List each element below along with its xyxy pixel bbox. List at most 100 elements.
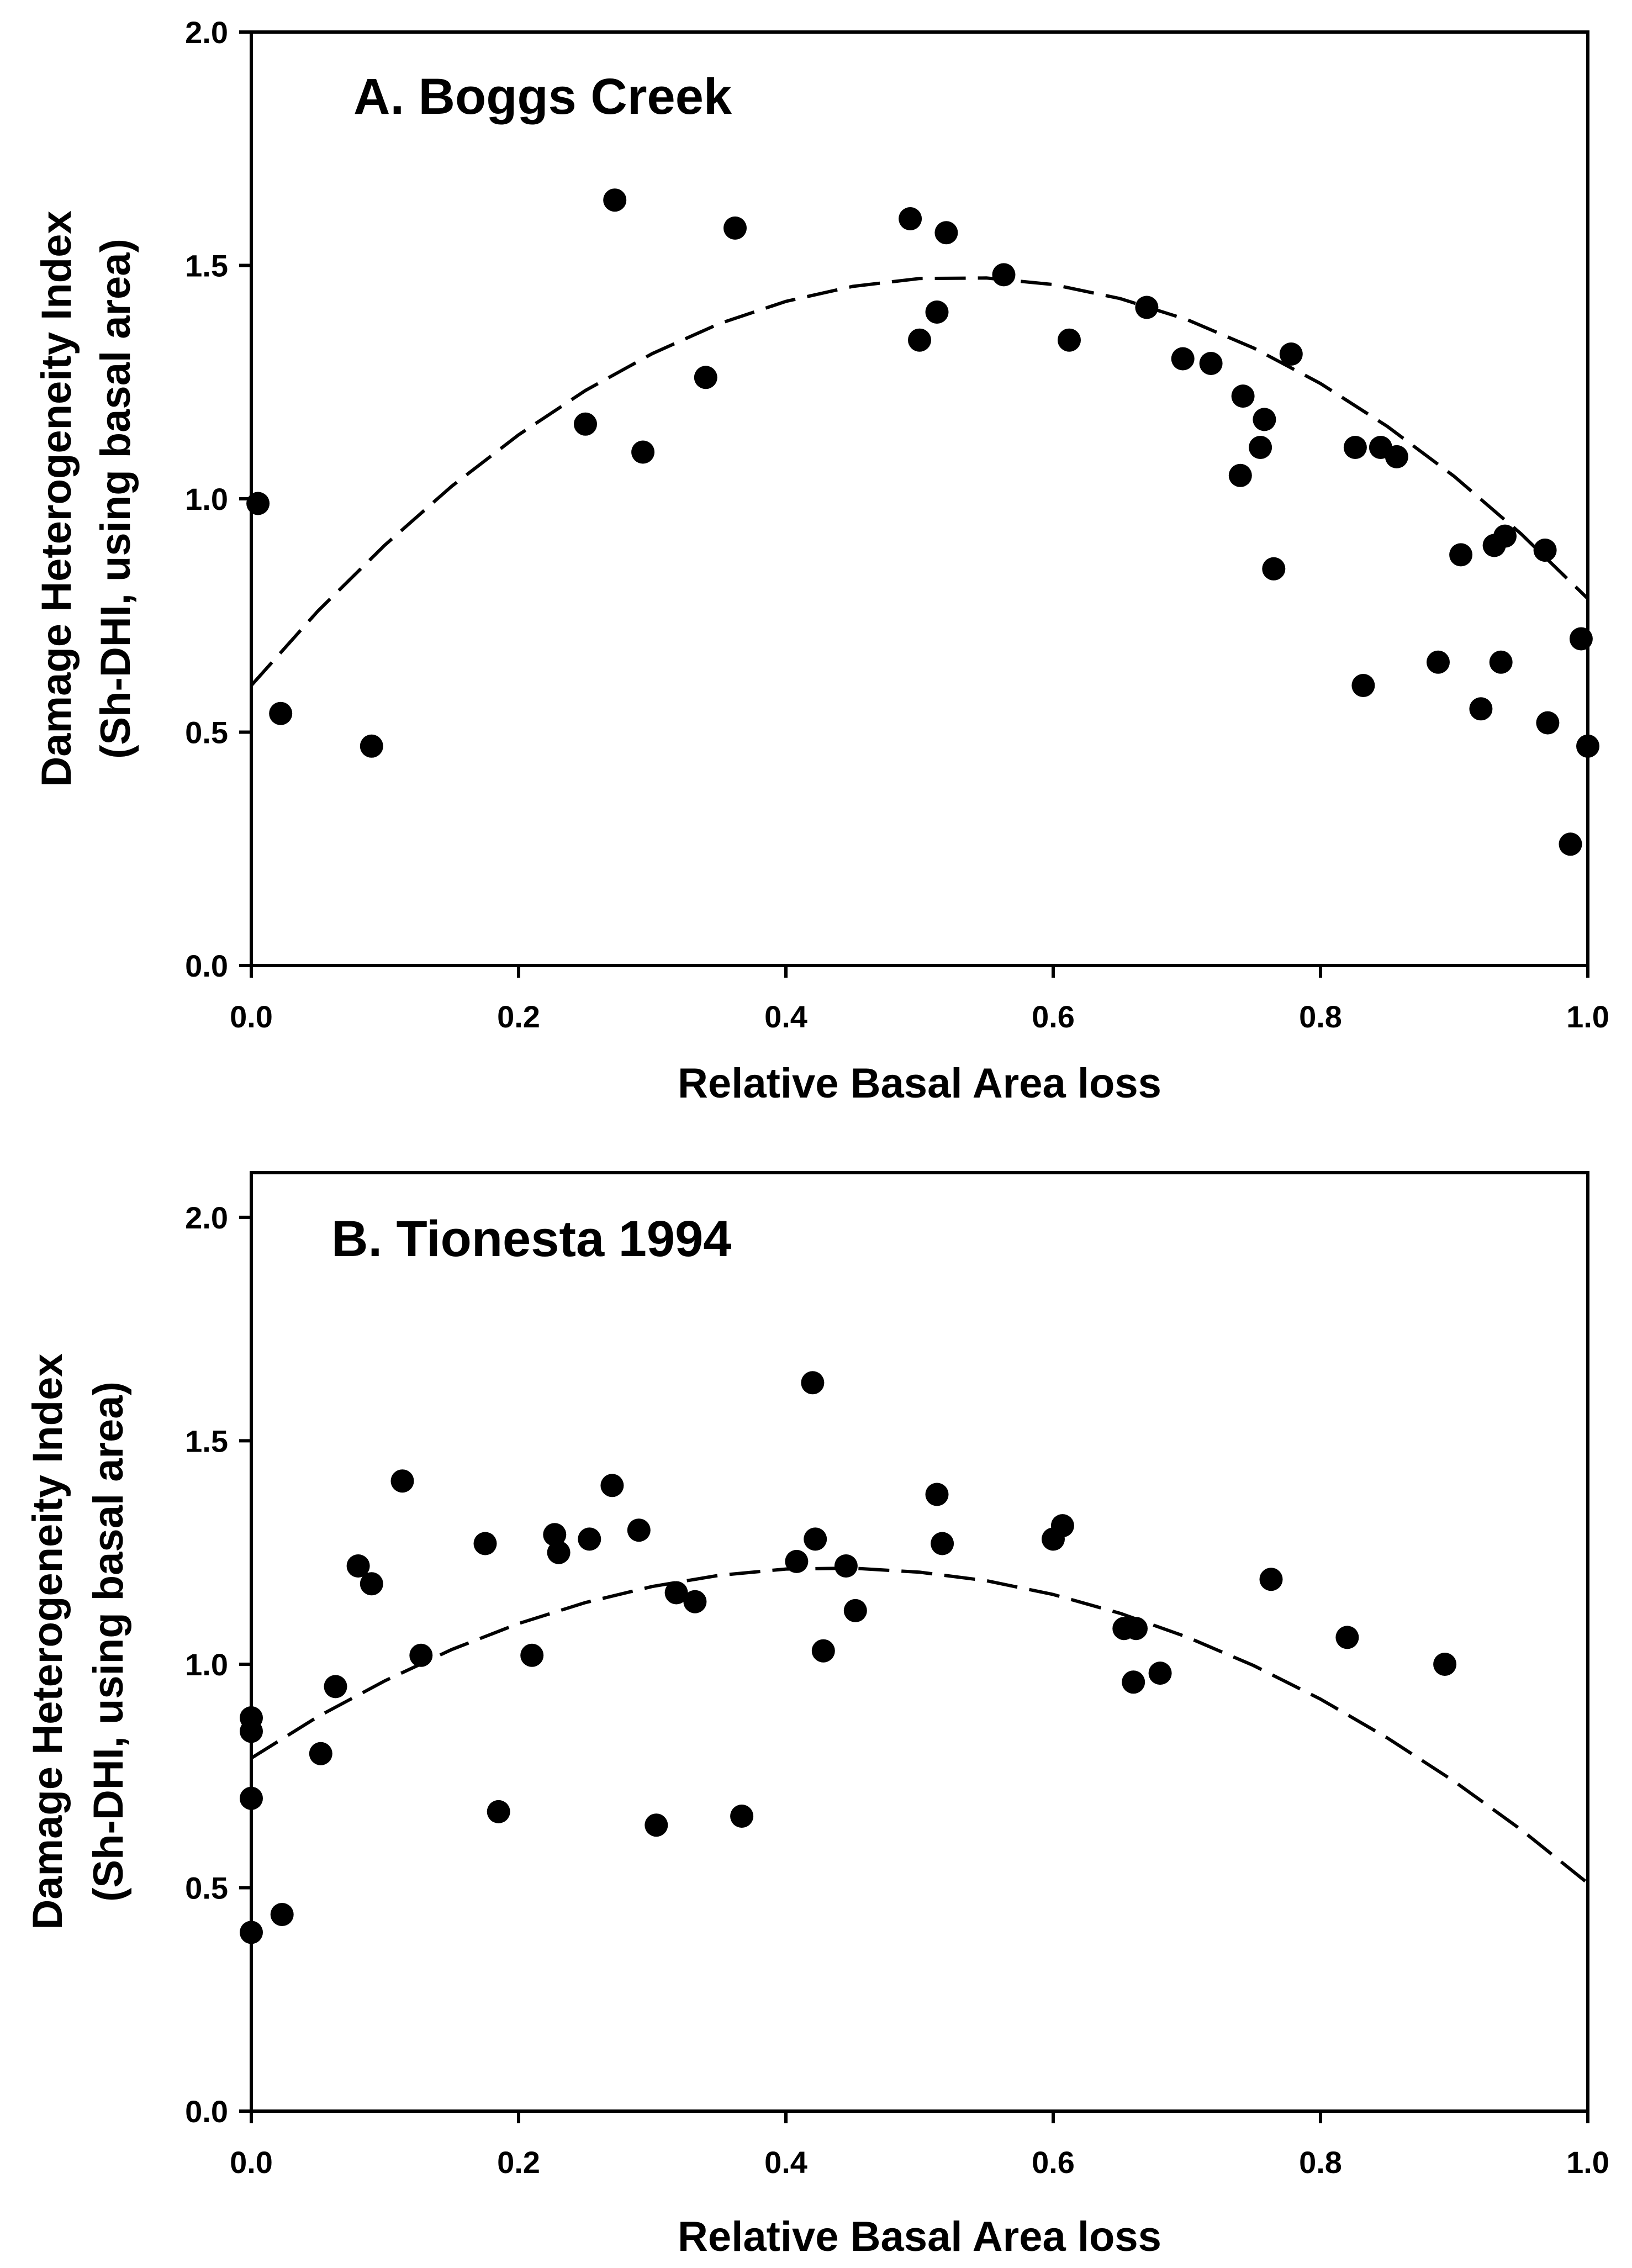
data-point <box>324 1675 347 1699</box>
data-point <box>473 1532 497 1555</box>
data-point <box>543 1523 567 1547</box>
data-point <box>934 221 958 245</box>
x-tick-label: 1.0 <box>1566 999 1609 1034</box>
data-point <box>246 492 270 515</box>
y-tick-label: 2.0 <box>185 1200 228 1235</box>
y-tick-label: 1.5 <box>185 1423 228 1458</box>
y-tick-label: 1.5 <box>185 249 228 283</box>
chart-title: A. Boggs Creek <box>353 68 732 125</box>
data-point <box>1050 1514 1074 1538</box>
data-point <box>1124 1617 1148 1641</box>
x-tick-label: 0.8 <box>1299 2145 1342 2180</box>
data-point <box>487 1800 510 1823</box>
x-tick-label: 0.8 <box>1299 999 1342 1034</box>
data-point <box>801 1371 825 1395</box>
data-point <box>1171 347 1195 371</box>
data-point <box>309 1742 332 1765</box>
data-point <box>360 734 383 758</box>
data-point <box>664 1581 688 1605</box>
axis-ticks: 0.0 0.2 0.4 0.6 0.8 1.0 0.0 0.5 1.0 1.5 2.0 <box>185 1200 1609 2180</box>
x-tick-label: 0.4 <box>764 2145 807 2180</box>
data-point <box>785 1549 809 1573</box>
data-point <box>1058 328 1081 352</box>
data-point <box>645 1813 668 1837</box>
x-tick-label: 0.2 <box>497 999 540 1034</box>
y-tick-label: 0.0 <box>185 2094 228 2129</box>
data-point <box>811 1639 835 1663</box>
data-point <box>1262 557 1286 581</box>
data-point <box>931 1532 954 1555</box>
y-tick-label: 0.5 <box>185 1870 228 1905</box>
y-tick-label: 1.0 <box>185 482 228 516</box>
x-tick-label: 0.6 <box>1032 999 1075 1034</box>
data-point <box>240 1720 263 1743</box>
chart-title: B. Tionesta 1994 <box>331 1211 731 1267</box>
data-point <box>1335 1626 1359 1649</box>
data-point <box>1385 445 1408 468</box>
x-tick-label: 0.4 <box>764 999 807 1034</box>
fit-curve-layer <box>250 276 1589 687</box>
data-point <box>1228 463 1252 487</box>
y-tick-label: 0.5 <box>185 715 228 750</box>
y-tick-label: 2.0 <box>185 15 228 50</box>
data-point <box>631 440 655 464</box>
data-point <box>360 1572 383 1596</box>
data-point <box>269 702 293 725</box>
data-point <box>1199 352 1223 375</box>
data-point <box>240 1921 263 1944</box>
data-point <box>730 1805 754 1828</box>
x-tick-label: 0.2 <box>497 2145 540 2180</box>
y-axis-label: Damage Heterogeneity Index <box>24 1353 71 1929</box>
data-point <box>1559 832 1582 856</box>
data-point <box>899 207 922 230</box>
data-point <box>520 1643 544 1667</box>
data-point <box>1135 296 1159 319</box>
data-point <box>925 1483 949 1506</box>
data-point <box>547 1541 571 1564</box>
x-axis-label: Relative Basal Area loss <box>678 1060 1161 1107</box>
y-tick-label: 0.0 <box>185 948 228 983</box>
data-point <box>240 1786 263 1810</box>
y-axis-label-line2: (Sh-DHI, using basal area) <box>85 1381 132 1902</box>
data-point <box>390 1469 414 1493</box>
data-point <box>843 1599 867 1622</box>
data-point <box>1259 1568 1283 1591</box>
fit-curve-layer <box>250 1566 1589 1885</box>
axis-ticks: 0.0 0.2 0.4 0.6 0.8 1.0 0.0 0.5 1.0 1.5 2.0 <box>185 15 1609 1034</box>
data-point <box>1279 342 1303 366</box>
data-point <box>1449 543 1473 567</box>
data-point <box>683 1590 707 1613</box>
data-points-layer <box>240 1371 1457 1944</box>
x-axis-label: Relative Basal Area loss <box>678 2213 1161 2260</box>
x-tick-label: 0.6 <box>1032 2145 1075 2180</box>
panel-tionesta-1994: 0.0 0.2 0.4 0.6 0.8 1.0 0.0 0.5 1.0 1.5 2.0 B. Tio… <box>24 1171 1609 2260</box>
data-point <box>574 412 597 436</box>
data-point <box>723 216 747 240</box>
data-point <box>834 1554 858 1578</box>
x-tick-label: 1.0 <box>1566 2145 1609 2180</box>
data-point <box>1493 524 1517 548</box>
data-point <box>1231 384 1255 408</box>
data-point <box>1576 734 1599 758</box>
data-point <box>908 328 931 352</box>
data-point <box>1148 1662 1172 1685</box>
data-point <box>600 1474 624 1497</box>
y-tick-label: 1.0 <box>185 1647 228 1682</box>
data-point <box>627 1518 651 1542</box>
data-point <box>1469 697 1493 721</box>
data-point <box>925 300 949 324</box>
data-point <box>992 263 1016 287</box>
data-point <box>346 1554 370 1578</box>
plot-frame <box>250 30 1589 967</box>
data-point <box>1533 539 1557 562</box>
data-point <box>270 1903 294 1926</box>
data-point <box>1427 650 1450 674</box>
panel-boggs-creek: 0.0 0.2 0.4 0.6 0.8 1.0 0.0 0.5 1.0 1.5 2.0 A. Bog… <box>33 15 1609 1107</box>
plot-frame <box>250 1171 1589 2113</box>
data-point <box>1122 1670 1145 1694</box>
data-point <box>578 1527 601 1551</box>
data-point <box>1253 408 1276 431</box>
fit-curve <box>250 1566 1589 1885</box>
data-point <box>1343 436 1367 459</box>
